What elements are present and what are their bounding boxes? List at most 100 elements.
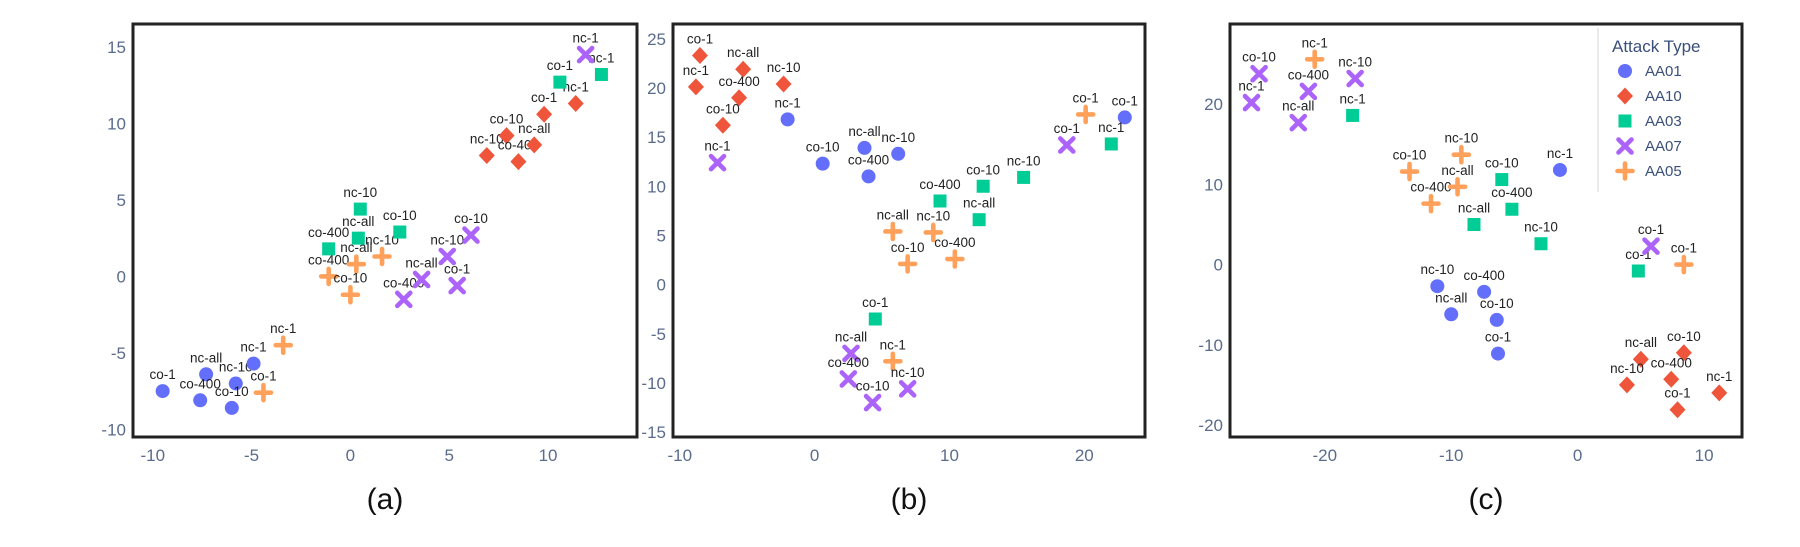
point-label: co-10 bbox=[1393, 148, 1427, 163]
data-point bbox=[1642, 237, 1660, 255]
legend-marker bbox=[1618, 114, 1632, 128]
point-label: co-1 bbox=[1073, 90, 1099, 105]
point-label: nc-10 bbox=[891, 365, 925, 380]
point-label: nc-1 bbox=[588, 50, 614, 65]
data-point bbox=[353, 202, 367, 216]
point-label: nc-10 bbox=[470, 132, 504, 147]
point-label: nc-1 bbox=[683, 63, 709, 78]
point-label: co-400 bbox=[934, 235, 975, 250]
y-tick-label: 20 bbox=[1204, 95, 1223, 114]
data-point bbox=[193, 393, 208, 408]
data-point bbox=[1250, 64, 1268, 83]
legend-title: Attack Type bbox=[1612, 37, 1701, 56]
data-point bbox=[498, 127, 515, 145]
data-point bbox=[1430, 279, 1445, 294]
point-label: nc-10 bbox=[1444, 131, 1478, 146]
data-point bbox=[228, 376, 243, 391]
point-label: nc-all bbox=[1625, 335, 1657, 350]
x-tick-label: 20 bbox=[1075, 446, 1094, 465]
point-label: co-1 bbox=[687, 31, 713, 46]
point-label: co-10 bbox=[1242, 50, 1276, 65]
data-point bbox=[224, 400, 239, 415]
point-label: nc-10 bbox=[430, 233, 464, 248]
x-tick-label: 10 bbox=[940, 446, 959, 465]
y-tick-label: 15 bbox=[647, 128, 666, 147]
point-label: co-1 bbox=[1638, 222, 1664, 237]
point-label: nc-1 bbox=[1339, 91, 1365, 106]
point-label: co-400 bbox=[1410, 180, 1451, 195]
data-point bbox=[526, 136, 543, 154]
point-label: nc-1 bbox=[1098, 120, 1124, 135]
x-tick-label: 0 bbox=[1573, 446, 1582, 465]
y-tick-label: 5 bbox=[117, 191, 126, 210]
point-label: nc-1 bbox=[704, 139, 730, 154]
point-label: co-1 bbox=[444, 262, 470, 277]
data-point bbox=[933, 194, 947, 208]
point-label: nc-all bbox=[190, 350, 222, 365]
data-point bbox=[883, 351, 903, 372]
point-label: nc-all bbox=[835, 329, 867, 344]
point-label: co-1 bbox=[250, 369, 276, 384]
point-label: nc-all bbox=[1458, 200, 1490, 215]
data-point bbox=[1505, 202, 1519, 216]
data-point bbox=[1075, 104, 1096, 125]
panel-caption: (c) bbox=[1469, 483, 1504, 516]
point-label: nc-10 bbox=[1524, 220, 1558, 235]
data-point bbox=[510, 153, 527, 171]
point-label: nc-10 bbox=[1007, 153, 1041, 168]
y-tick-label: 10 bbox=[107, 114, 126, 133]
data-point bbox=[735, 60, 752, 78]
point-label: co-1 bbox=[1054, 121, 1080, 136]
point-label: nc-all bbox=[1441, 163, 1473, 178]
data-point bbox=[372, 246, 392, 267]
y-tick-label: 0 bbox=[117, 267, 126, 286]
data-point bbox=[1057, 136, 1076, 154]
x-tick-label: 10 bbox=[539, 446, 558, 465]
point-label: co-400 bbox=[1651, 355, 1692, 370]
data-point bbox=[1242, 93, 1261, 112]
data-point bbox=[976, 179, 990, 193]
data-point bbox=[438, 247, 457, 266]
data-point bbox=[340, 284, 361, 305]
data-point bbox=[322, 242, 336, 256]
point-label: co-1 bbox=[1671, 241, 1697, 256]
point-label: nc-1 bbox=[1706, 369, 1732, 384]
plot-frame bbox=[1228, 22, 1744, 439]
data-point bbox=[780, 112, 795, 127]
point-label: co-400 bbox=[1288, 67, 1329, 82]
point-label: nc-all bbox=[877, 207, 909, 222]
data-point bbox=[536, 105, 553, 123]
data-point bbox=[1534, 237, 1548, 251]
panel-caption: (b) bbox=[891, 483, 928, 516]
point-label: nc-all bbox=[727, 45, 759, 60]
data-point bbox=[1399, 161, 1420, 182]
y-tick-label: -5 bbox=[111, 344, 126, 363]
y-tick-label: 20 bbox=[647, 79, 666, 98]
y-tick-label: 5 bbox=[657, 226, 666, 245]
point-label: co-10 bbox=[1485, 156, 1519, 171]
point-label: co-1 bbox=[862, 295, 888, 310]
legend-marker bbox=[1615, 161, 1635, 181]
point-label: co-400 bbox=[180, 376, 221, 391]
data-point bbox=[1491, 346, 1506, 361]
y-tick-label: 10 bbox=[647, 177, 666, 196]
point-label: nc-10 bbox=[343, 185, 377, 200]
data-point bbox=[891, 146, 906, 161]
point-label: nc-all bbox=[1435, 290, 1467, 305]
point-label: co-10 bbox=[806, 140, 840, 155]
data-point bbox=[691, 46, 708, 64]
data-point bbox=[708, 153, 727, 172]
point-label: nc-all bbox=[963, 196, 995, 211]
point-label: co-1 bbox=[547, 58, 573, 73]
point-label: nc-1 bbox=[270, 321, 296, 336]
data-point bbox=[1669, 401, 1686, 419]
scatter-panel-3: -20 -10 0 10-20-1001020co-10nc-1nc-1co-400n… bbox=[1198, 22, 1744, 516]
data-point bbox=[1477, 284, 1492, 299]
data-point bbox=[1346, 108, 1360, 122]
point-label: nc-10 bbox=[767, 60, 801, 75]
data-point bbox=[412, 270, 431, 289]
x-tick-label: -20 bbox=[1313, 446, 1338, 465]
point-label: co-400 bbox=[1463, 268, 1504, 283]
x-tick-label: -10 bbox=[140, 446, 165, 465]
data-point bbox=[972, 213, 986, 227]
